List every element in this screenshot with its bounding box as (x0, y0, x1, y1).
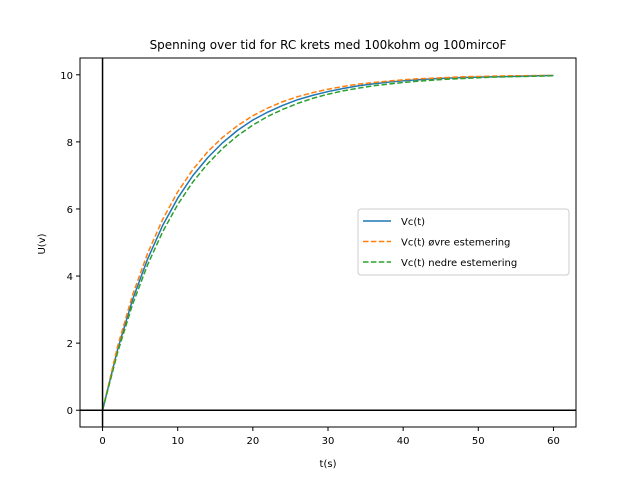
legend-label: Vc(t) nedre estemering (401, 258, 517, 269)
y-tick-label: 0 (67, 406, 73, 417)
y-axis-label: U(v) (37, 233, 48, 254)
legend: Vc(t) Vc(t) øvre estemering Vc(t) nedre es… (357, 208, 570, 276)
x-tick-label: 60 (547, 436, 560, 447)
y-tick-label: 8 (67, 138, 73, 149)
y-tick-label: 10 (60, 71, 73, 82)
chart-title: Spenning over tid for RC krets med 100ko… (150, 38, 507, 52)
x-tick-label: 50 (472, 436, 485, 447)
y-tick-label: 4 (67, 272, 73, 283)
legend-label: Vc(t) øvre estemering (401, 238, 510, 249)
x-tick-label: 10 (171, 436, 184, 447)
x-tick-label: 20 (246, 436, 259, 447)
series-line-2 (101, 74, 554, 411)
x-tick-label: 30 (322, 436, 335, 447)
y-tick-label: 2 (67, 339, 73, 350)
series-line-3 (101, 75, 554, 411)
y-tick-label: 6 (67, 205, 73, 216)
axis-ticks: 0 10 20 30 40 50 60 0 2 4 6 8 10 (60, 71, 560, 447)
x-tick-label: 40 (397, 436, 410, 447)
x-axis-label: t(s) (320, 459, 337, 470)
legend-label: Vc(t) (401, 217, 425, 228)
x-tick-label: 0 (99, 436, 105, 447)
legend-box (357, 208, 570, 276)
plot-area (79, 57, 577, 428)
